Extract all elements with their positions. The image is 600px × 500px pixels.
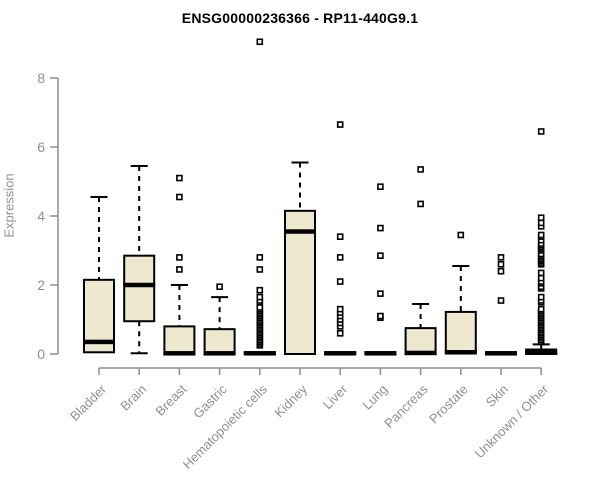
chart-title: ENSG00000236366 - RP11-440G9.1 [181, 10, 419, 26]
outlier-point [537, 274, 545, 282]
median-line [485, 351, 517, 356]
median-line [243, 351, 276, 356]
outlier-point [336, 278, 344, 285]
x-category-label: Pancreas [381, 381, 431, 431]
y-tick-label: 0 [37, 346, 45, 362]
y-tick-label: 6 [37, 139, 45, 155]
outlier-point [336, 233, 344, 240]
median-line [444, 350, 477, 355]
outlier-point [377, 224, 384, 232]
outlier-point [256, 38, 264, 46]
outlier-point [176, 266, 183, 273]
median-line [284, 229, 316, 234]
outlier-point [176, 254, 183, 261]
outlier-point [497, 267, 505, 275]
x-category-label: Prostate [426, 382, 471, 427]
outlier-point [417, 166, 424, 173]
median-line [83, 339, 115, 345]
median-line [123, 282, 156, 288]
median-line [163, 351, 196, 356]
x-category-label: Breast [152, 381, 189, 418]
x-category-label: Gastric [190, 381, 230, 421]
box-kidney [284, 209, 316, 355]
y-tick-label: 4 [37, 208, 45, 224]
outlier-point [256, 304, 264, 311]
outlier-point [176, 193, 183, 201]
x-category-label: Brain [117, 382, 149, 414]
outlier-point [457, 231, 465, 239]
outlier-point [256, 286, 264, 294]
outlier-point [497, 297, 505, 304]
outlier-point [256, 266, 264, 273]
outlier-point [377, 290, 384, 297]
outlier-point [336, 329, 344, 337]
outlier-point [537, 128, 545, 135]
box-prostate [444, 310, 477, 355]
outlier-point [537, 293, 545, 301]
y-tick-label: 2 [37, 277, 45, 293]
outlier-point [377, 312, 384, 320]
outlier-point [336, 305, 344, 313]
x-category-label: Bladder [67, 381, 110, 424]
outlier-point [537, 231, 545, 239]
x-category-label: Skin [483, 382, 511, 410]
outlier-point [377, 183, 384, 190]
outlier-point [336, 254, 344, 261]
outlier-point [537, 305, 545, 313]
outlier-point [537, 214, 545, 222]
x-category-label: Unknown / Other [472, 381, 552, 461]
x-category-label: Kidney [271, 381, 310, 420]
outlier-point [497, 254, 505, 261]
outlier-point [417, 200, 424, 208]
outlier-point [256, 254, 264, 261]
box-brain [123, 254, 156, 323]
box-pancreas [404, 327, 437, 355]
outlier-point [176, 174, 183, 182]
outlier-point [537, 219, 545, 227]
median-line [404, 350, 437, 356]
median-line [203, 351, 236, 356]
outlier-point [377, 252, 384, 259]
median-line [525, 350, 558, 355]
y-tick-label: 8 [37, 70, 45, 86]
median-line [324, 351, 357, 356]
box-gastric [203, 328, 236, 356]
x-category-label: Lung [359, 382, 390, 413]
median-line [364, 351, 397, 356]
outlier-point [216, 283, 223, 291]
x-category-label: Liver [320, 381, 351, 412]
outlier-point [256, 293, 264, 301]
outlier-point [537, 269, 545, 277]
box-breast [163, 325, 196, 355]
outlier-point [497, 260, 505, 268]
outlier-point [336, 121, 344, 128]
